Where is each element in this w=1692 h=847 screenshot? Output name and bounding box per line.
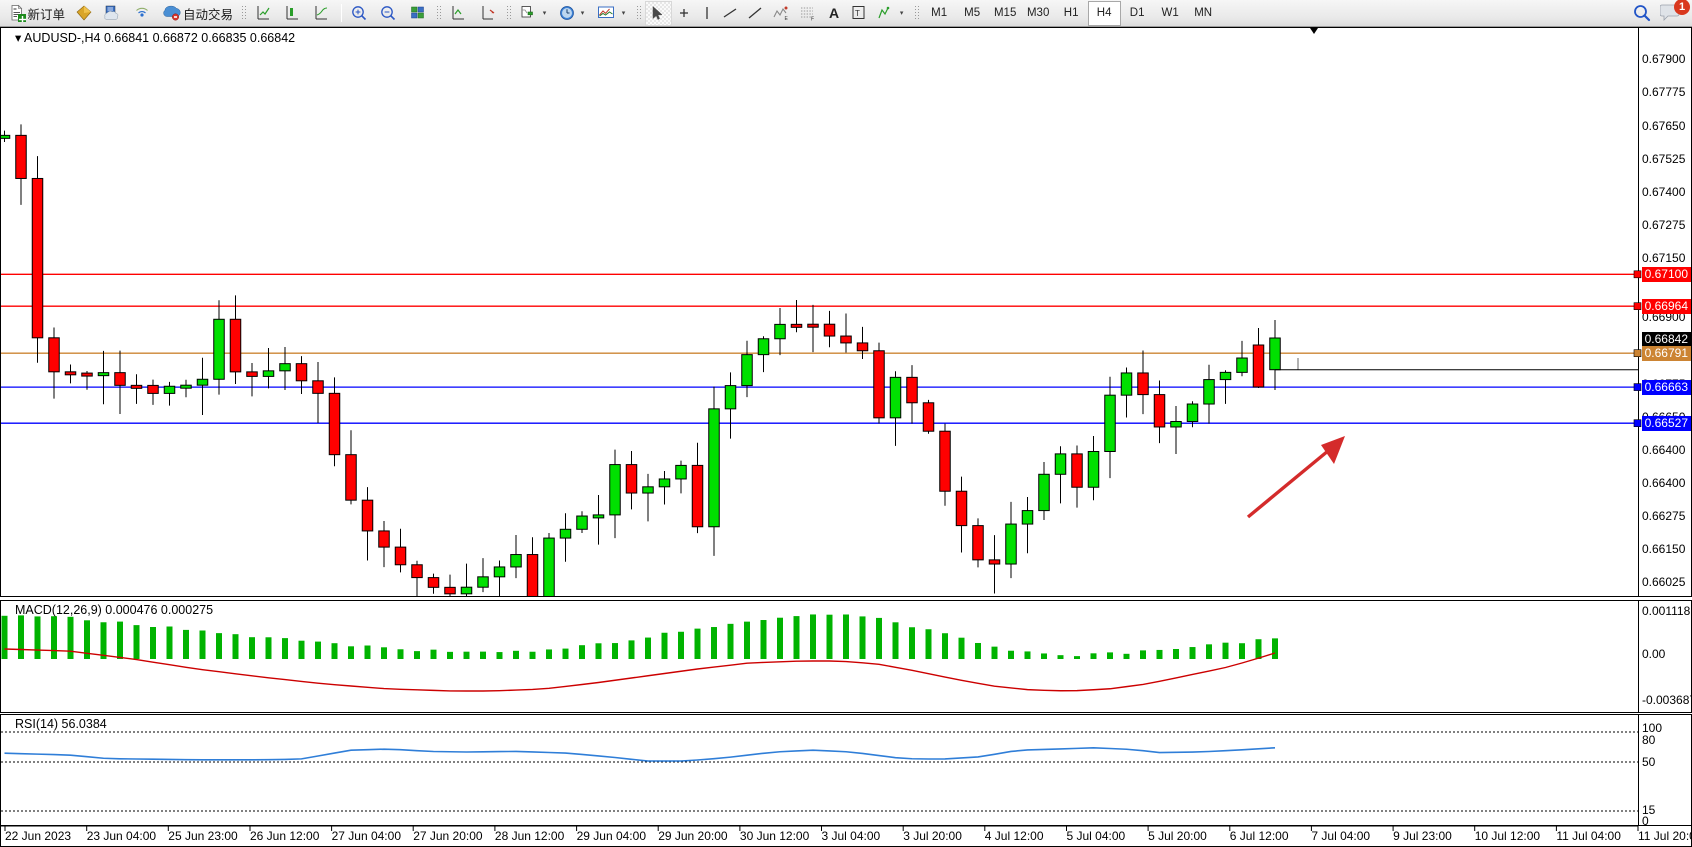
svg-text:T: T (855, 9, 860, 18)
svg-text:F: F (811, 17, 814, 22)
svg-text:E: E (785, 16, 789, 21)
